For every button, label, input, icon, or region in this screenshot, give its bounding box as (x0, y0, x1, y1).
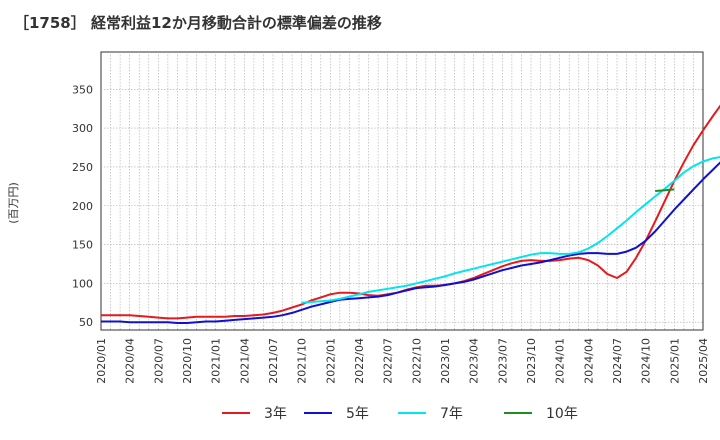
x-tick-label: 2023/01 (439, 338, 452, 384)
x-tick-label: 2022/01 (324, 338, 337, 384)
x-tick-label: 2023/10 (525, 338, 538, 384)
legend-label-4: 10年 (546, 406, 578, 422)
x-tick-label: 2022/04 (353, 338, 366, 384)
x-tick-label: 2022/07 (382, 338, 395, 384)
x-tick-label: 2024/07 (611, 338, 624, 384)
x-tick-label: 2021/07 (267, 338, 280, 384)
x-tick-label: 2022/10 (410, 338, 423, 384)
plot-area (100, 51, 704, 331)
legend-label-1: 3年 (264, 406, 287, 422)
x-tick-label: 2021/04 (238, 338, 251, 384)
series-line-4 (655, 188, 675, 192)
x-tick-label: 2025/04 (697, 338, 710, 384)
legend-label-2: 5年 (346, 406, 369, 422)
x-tick-label: 2025/01 (668, 338, 681, 384)
series-line-3 (301, 156, 720, 304)
x-tick-label: 2020/01 (95, 338, 108, 384)
x-tick-label: 2024/04 (582, 338, 595, 384)
axes: 50 100 150 200 250 300 350 2020/01 2020/04 2020/0… (72, 83, 710, 383)
x-tick-label: 2021/01 (210, 338, 223, 384)
legend: 3年 5年 7年 10年 (222, 406, 578, 422)
x-tick-label: 2020/04 (124, 338, 137, 384)
x-tick-label: 2020/07 (152, 338, 165, 384)
y-tick-label: 350 (72, 83, 93, 96)
chart-title: ［1758］ 経常利益12か月移動合計の標準偏差の推移 (14, 14, 382, 32)
y-tick-label: 200 (72, 200, 93, 213)
x-tick-label: 2023/07 (496, 338, 509, 384)
x-tick-label: 2024/10 (640, 338, 653, 384)
y-tick-label: 150 (72, 239, 93, 252)
x-tick-label: 2023/04 (468, 338, 481, 384)
x-tick-label: 2021/10 (296, 338, 309, 384)
series-lines (101, 104, 720, 324)
y-tick-label: 100 (72, 277, 93, 290)
legend-label-3: 7年 (440, 406, 463, 422)
y-tick-label: 300 (72, 122, 93, 135)
y-tick-label: 250 (72, 161, 93, 174)
grid (100, 51, 704, 331)
y-axis-label: (百万円) (7, 182, 20, 224)
x-tick-label: 2024/01 (554, 338, 567, 384)
x-tick-label: 2020/10 (181, 338, 194, 384)
y-tick-label: 50 (79, 316, 93, 329)
series-line-2 (101, 161, 720, 324)
